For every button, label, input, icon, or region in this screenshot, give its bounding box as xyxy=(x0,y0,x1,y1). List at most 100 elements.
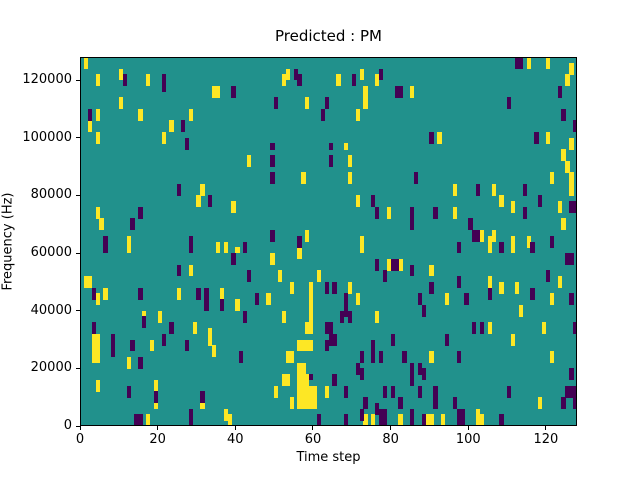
heatmap-cell-high xyxy=(347,281,353,294)
heatmap-cell-high xyxy=(479,414,485,425)
heatmap-cell-high xyxy=(297,374,302,387)
heatmap-cell-high xyxy=(95,108,100,121)
heatmap-cell-high xyxy=(561,218,566,231)
heatmap-cell-low xyxy=(569,201,574,214)
heatmap-cell-low xyxy=(507,385,512,398)
heatmap-cell-low xyxy=(351,74,357,87)
heatmap-cell-high xyxy=(312,385,318,398)
heatmap-cell-low xyxy=(324,339,329,352)
heatmap-cell-low xyxy=(421,368,426,381)
heatmap-cell-low xyxy=(270,155,275,167)
heatmap-cell-high xyxy=(126,356,131,369)
heatmap-cell-high xyxy=(309,385,314,398)
heatmap-cell-high xyxy=(487,322,492,335)
heatmap-cell-low xyxy=(254,293,259,306)
heatmap-cell-high xyxy=(161,131,166,144)
heatmap-cell-high xyxy=(386,258,392,271)
heatmap-cell-high xyxy=(309,322,314,335)
heatmap-cell-high xyxy=(359,235,364,254)
x-tick-label: 0 xyxy=(75,432,85,447)
heatmap-cell-low xyxy=(87,108,93,121)
heatmap-cell-low xyxy=(103,235,108,254)
heatmap-cell-low xyxy=(476,229,481,242)
heatmap-cell-high xyxy=(200,183,205,196)
heatmap-cell-high xyxy=(95,74,100,87)
heatmap-cell-low xyxy=(514,58,520,69)
heatmap-cell-high xyxy=(545,58,551,69)
heatmap-cell-low xyxy=(371,195,376,208)
heatmap-cell-low xyxy=(270,172,275,185)
heatmap-cell-high xyxy=(301,362,306,375)
heatmap-cell-low xyxy=(324,322,329,335)
heatmap-cell-high xyxy=(542,322,547,335)
heatmap-cell-high xyxy=(95,345,100,363)
heatmap-cell-low xyxy=(382,408,388,425)
heatmap-cell-low xyxy=(433,206,438,219)
heatmap-cell-high xyxy=(212,85,217,98)
heatmap-cell-low xyxy=(153,391,159,404)
heatmap-cell-high xyxy=(281,374,287,387)
heatmap-cell-high xyxy=(510,201,516,214)
heatmap-cell-high xyxy=(491,229,496,242)
heatmap-cell-low xyxy=(340,310,345,323)
heatmap-cell-high xyxy=(375,74,380,87)
heatmap-cell-high xyxy=(398,258,403,271)
heatmap-cell-low xyxy=(433,385,438,398)
heatmap-cell-low xyxy=(332,281,337,294)
heatmap-cell-low xyxy=(410,374,415,387)
heatmap-cell-high xyxy=(561,149,566,162)
y-tick-mark xyxy=(76,252,80,254)
heatmap-cell-low xyxy=(429,281,434,294)
heatmap-cell-low xyxy=(413,172,419,185)
x-tick-label: 120 xyxy=(533,432,559,447)
heatmap-cell-high xyxy=(281,310,287,323)
heatmap-cell-high xyxy=(398,414,403,425)
heatmap-cell-high xyxy=(429,264,434,277)
heatmap-cell-low xyxy=(138,356,143,369)
heatmap-cell-low xyxy=(122,74,127,87)
heatmap-cell-high xyxy=(375,310,380,323)
heatmap-cell-high xyxy=(91,333,96,346)
heatmap-cell-high xyxy=(219,287,225,300)
heatmap-cell-high xyxy=(549,172,555,185)
heatmap-cell-low xyxy=(91,287,96,300)
heatmap-cell-low xyxy=(180,120,186,133)
x-tick-mark xyxy=(234,426,236,430)
heatmap-cell-low xyxy=(545,270,551,283)
heatmap-cell-low xyxy=(316,414,322,425)
heatmap-cell-high xyxy=(363,85,368,110)
heatmap-cell-low xyxy=(394,85,399,98)
heatmap-cell-high xyxy=(83,276,89,289)
heatmap-cell-high xyxy=(188,108,193,121)
heatmap-cell-low xyxy=(200,391,205,404)
heatmap-cell-high xyxy=(289,397,294,410)
heatmap-cell-low xyxy=(530,287,535,300)
y-tick-label: 40000 xyxy=(30,302,72,318)
heatmap-cell-low xyxy=(169,322,174,335)
heatmap-cell-low xyxy=(142,316,147,329)
heatmap-cell-low xyxy=(549,235,555,248)
heatmap-cell-low xyxy=(518,58,524,69)
heatmap-cell-high xyxy=(526,235,531,248)
heatmap-cell-high xyxy=(297,247,302,260)
heatmap-cell-low xyxy=(557,85,562,98)
heatmap-cell-low xyxy=(472,229,477,242)
heatmap-cell-high xyxy=(285,351,291,363)
x-tick-label: 60 xyxy=(304,432,322,447)
heatmap-cell-high xyxy=(215,85,221,98)
heatmap-cell-low xyxy=(184,137,190,150)
heatmap-cell-low xyxy=(328,143,333,150)
heatmap-cell-high xyxy=(305,397,310,410)
x-tick-label: 100 xyxy=(455,432,481,447)
y-tick-mark xyxy=(76,310,80,312)
heatmap-cell-high xyxy=(355,195,360,208)
heatmap-cell-high xyxy=(146,74,151,87)
heatmap-cell-high xyxy=(215,241,221,254)
heatmap-cell-low xyxy=(111,345,116,358)
heatmap-cell-high xyxy=(138,108,143,121)
heatmap-cell-low xyxy=(398,85,403,98)
x-axis-label: Time step xyxy=(296,450,361,465)
x-tick-mark xyxy=(545,426,547,430)
heatmap-cell-high xyxy=(510,235,516,254)
heatmap-cell-high xyxy=(538,397,543,410)
